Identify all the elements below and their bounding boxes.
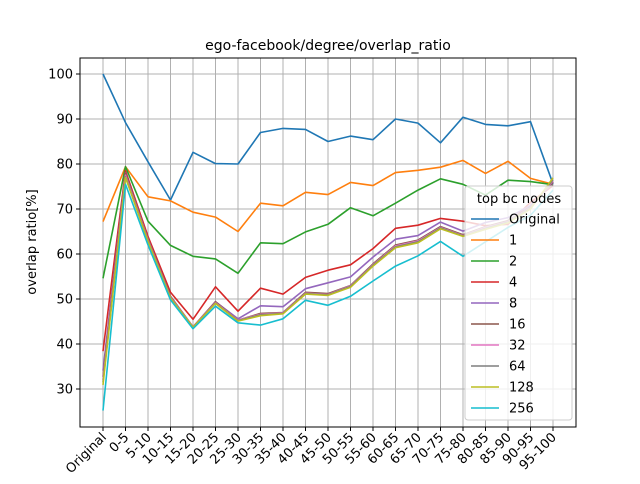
legend-label: 64 bbox=[509, 360, 526, 375]
legend-title: top bc nodes bbox=[477, 192, 561, 207]
legend-label: 8 bbox=[509, 297, 517, 312]
legend-label: 16 bbox=[509, 318, 526, 333]
y-tick-label: 50 bbox=[56, 293, 73, 308]
legend-label: 128 bbox=[509, 381, 534, 396]
y-tick-label: 40 bbox=[56, 338, 73, 353]
y-tick-label: 90 bbox=[56, 113, 73, 128]
legend-label: 32 bbox=[509, 339, 526, 354]
y-tick-label: 100 bbox=[48, 68, 73, 83]
y-axis-label: overlap ratio[%] bbox=[25, 189, 40, 294]
chart-title: ego-facebook/degree/overlap_ratio bbox=[205, 38, 451, 54]
y-tick-label: 70 bbox=[56, 203, 73, 218]
legend-label: 2 bbox=[509, 255, 517, 270]
legend-label: Original bbox=[509, 213, 560, 228]
x-axis: Original0-55-1010-1515-2020-2525-3030-35… bbox=[63, 427, 560, 477]
legend-label: 256 bbox=[509, 402, 534, 417]
series-line-1 bbox=[102, 159, 554, 233]
legend-box bbox=[464, 185, 573, 421]
y-tick-label: 80 bbox=[56, 158, 73, 173]
legend-label: 4 bbox=[509, 276, 517, 291]
y-tick-label: 60 bbox=[56, 248, 73, 263]
series-line-original bbox=[102, 73, 554, 201]
legend-items: Original 1 2 4 8 16 32 64 128 256 bbox=[471, 213, 560, 417]
legend-label: 1 bbox=[509, 234, 517, 249]
y-tick-label: 30 bbox=[56, 383, 73, 398]
legend: top bc nodes Original 1 2 4 8 16 32 64 128 256 bbox=[464, 185, 573, 421]
x-tick-label: Original bbox=[63, 430, 110, 477]
y-axis: 30 40 50 60 70 80 90 100 bbox=[48, 68, 80, 398]
